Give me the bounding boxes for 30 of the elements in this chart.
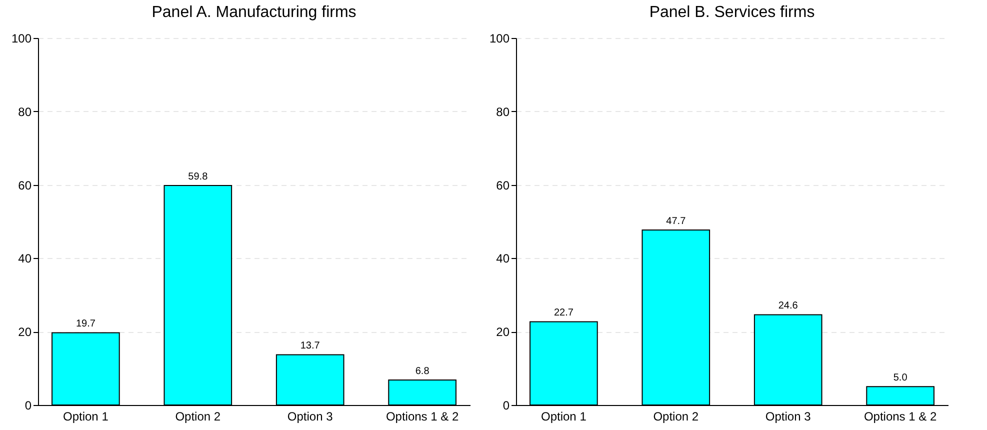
- data-label: 19.7: [76, 318, 96, 330]
- y-tick-label: 60: [496, 178, 510, 192]
- y-tick-label: 20: [18, 325, 32, 340]
- x-tick-label: Option 2: [653, 410, 699, 424]
- chart-title: Panel A. Manufacturing firms: [152, 4, 356, 21]
- data-label: 22.7: [554, 308, 574, 319]
- x-tick-label: Options 1 & 2: [864, 410, 937, 424]
- y-tick-label: 0: [24, 398, 32, 412]
- y-tick-label: 80: [496, 104, 510, 119]
- data-label: 24.6: [778, 300, 798, 312]
- y-tick-label: 20: [496, 325, 510, 340]
- y-tick-label: 40: [496, 252, 510, 266]
- y-tick-label: 60: [18, 178, 32, 192]
- data-label: 6.8: [415, 366, 430, 378]
- x-tick-label: Option 2: [175, 410, 221, 424]
- y-tick-label: 80: [18, 104, 32, 119]
- x-tick-label: Option 1: [541, 410, 587, 424]
- y-tick-label: 40: [18, 252, 32, 266]
- data-label: 47.7: [666, 216, 686, 227]
- data-label: 59.8: [188, 172, 208, 183]
- y-tick-label: 100: [489, 32, 510, 46]
- chart-title: Panel B. Services firms: [649, 4, 815, 21]
- y-tick-label: 100: [11, 32, 32, 46]
- x-tick-label: Option 3: [287, 410, 334, 424]
- x-tick-label: Option 3: [765, 410, 812, 424]
- data-label: 5.0: [893, 372, 908, 384]
- x-tick-label: Options 1 & 2: [386, 410, 459, 424]
- x-tick-label: Option 1: [63, 410, 109, 424]
- y-tick-label: 0: [502, 398, 510, 412]
- data-label: 13.7: [300, 340, 320, 352]
